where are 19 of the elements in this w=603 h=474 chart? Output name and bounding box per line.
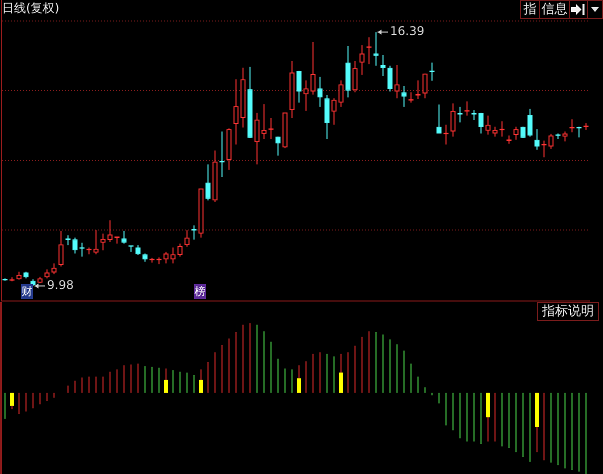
annotation: 9.98 — [47, 278, 74, 292]
bar — [486, 392, 490, 418]
candlestick — [416, 80, 420, 100]
bar — [10, 392, 14, 406]
bar — [339, 372, 343, 393]
annotation: 信息 — [539, 0, 570, 19]
candlestick — [458, 106, 462, 122]
bar — [535, 392, 539, 427]
candlestick — [114, 236, 120, 244]
bar — [164, 380, 168, 393]
chart-title: 日线(复权) — [2, 1, 60, 16]
text: 指标说明 — [537, 302, 599, 321]
bar — [297, 378, 301, 393]
annotation: 16.39 — [390, 24, 424, 38]
annotation: 指 — [520, 0, 540, 19]
candlestick — [374, 32, 378, 66]
annotation: 财 — [21, 284, 33, 299]
bar — [199, 380, 203, 393]
annotation: 榜 — [194, 284, 206, 299]
